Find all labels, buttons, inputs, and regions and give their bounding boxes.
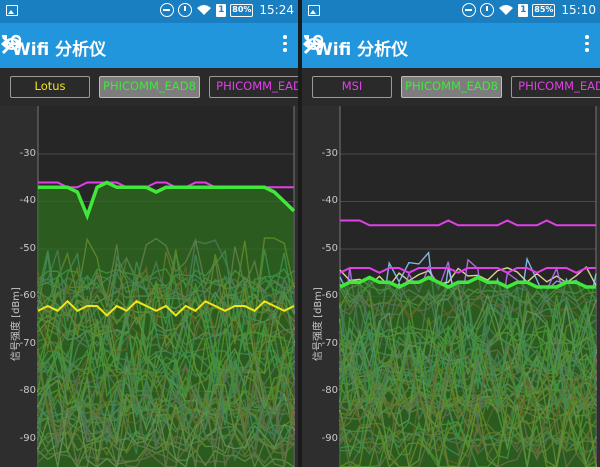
series-line-msi — [340, 219, 596, 227]
signal-chart: -30 -40 -50 -60 -70 -80 -90 信号强度 [dBm] — [0, 106, 298, 467]
app-title: Wifi 分析仪 — [314, 40, 409, 60]
phone-screen-right: 1 85% 15:10 Wifi 分析仪 MSI PHICOMM_EAD8 PH… — [302, 0, 600, 467]
y-tick-label: -50 — [19, 243, 36, 254]
background-network-line — [339, 265, 597, 288]
more-options-icon[interactable] — [584, 35, 590, 55]
selected-network-area — [340, 277, 596, 467]
network-chip-phicomm-ead[interactable]: PHICOMM_EAD — [209, 76, 298, 98]
tools-icon[interactable] — [0, 34, 22, 56]
alarm-icon — [178, 3, 193, 17]
series-line-lotus — [37, 299, 295, 317]
battery-level: 85% — [532, 3, 556, 17]
status-bar: 1 85% 15:10 — [302, 0, 600, 23]
sim-icon: 1 — [518, 3, 529, 17]
y-tick-label: -40 — [19, 195, 36, 206]
sim-icon: 1 — [216, 3, 227, 17]
selected-network-area — [38, 182, 294, 467]
status-time: 15:24 — [259, 3, 294, 17]
network-chip-phicomm-ead8[interactable]: PHICOMM_EAD8 — [99, 76, 200, 98]
gallery-notification-icon — [308, 5, 320, 16]
do-not-disturb-icon — [462, 3, 477, 17]
y-tick-label: -60 — [321, 290, 338, 301]
signal-chart: -30 -40 -50 -60 -70 -80 -90 信号强度 [dBm] — [302, 106, 600, 467]
y-tick-label: -90 — [19, 433, 36, 444]
network-chip-phicomm-ead8[interactable]: PHICOMM_EAD8 — [401, 76, 502, 98]
app-bar: Wifi 分析仪 — [302, 23, 600, 68]
network-chip-lotus[interactable]: Lotus — [10, 76, 90, 98]
status-bar: 1 80% 15:24 — [0, 0, 298, 23]
gallery-notification-icon — [6, 5, 18, 16]
y-tick-label: -40 — [321, 195, 338, 206]
wifi-signal-icon — [197, 5, 212, 15]
y-tick-label: -50 — [321, 243, 338, 254]
do-not-disturb-icon — [160, 3, 175, 17]
y-tick-label: -60 — [19, 290, 36, 301]
y-tick-label: -30 — [19, 148, 36, 159]
signal-plot — [339, 106, 597, 467]
signal-plot — [37, 106, 296, 467]
y-tick-label: -30 — [321, 148, 338, 159]
y-tick-label: -80 — [321, 385, 338, 396]
y-tick-label: -90 — [321, 433, 338, 444]
series-line-phicomm-ead8 — [38, 180, 296, 221]
network-chip-phicomm-ead[interactable]: PHICOMM_EAD — [511, 76, 600, 98]
wifi-signal-icon — [499, 5, 514, 15]
network-chip-msi[interactable]: MSI — [312, 76, 392, 98]
app-title: Wifi 分析仪 — [12, 40, 107, 60]
status-time: 15:10 — [561, 3, 596, 17]
alarm-icon — [480, 3, 495, 17]
tools-icon[interactable] — [302, 34, 324, 56]
more-options-icon[interactable] — [282, 35, 288, 55]
network-filter-bar: Lotus PHICOMM_EAD8 PHICOMM_EAD — [0, 68, 298, 106]
series-line-phicomm-ead — [339, 267, 596, 274]
app-bar: Wifi 分析仪 — [0, 23, 298, 68]
y-tick-label: -70 — [321, 338, 338, 349]
y-tick-label: -80 — [19, 385, 36, 396]
y-tick-label: -70 — [19, 338, 36, 349]
network-filter-bar: MSI PHICOMM_EAD8 PHICOMM_EAD — [302, 68, 600, 106]
battery-level: 80% — [230, 3, 254, 17]
phone-screen-left: 1 80% 15:24 Wifi 分析仪 Lotus PHICOMM_EAD8 … — [0, 0, 298, 467]
series-line-phicomm-ead8 — [339, 275, 596, 289]
